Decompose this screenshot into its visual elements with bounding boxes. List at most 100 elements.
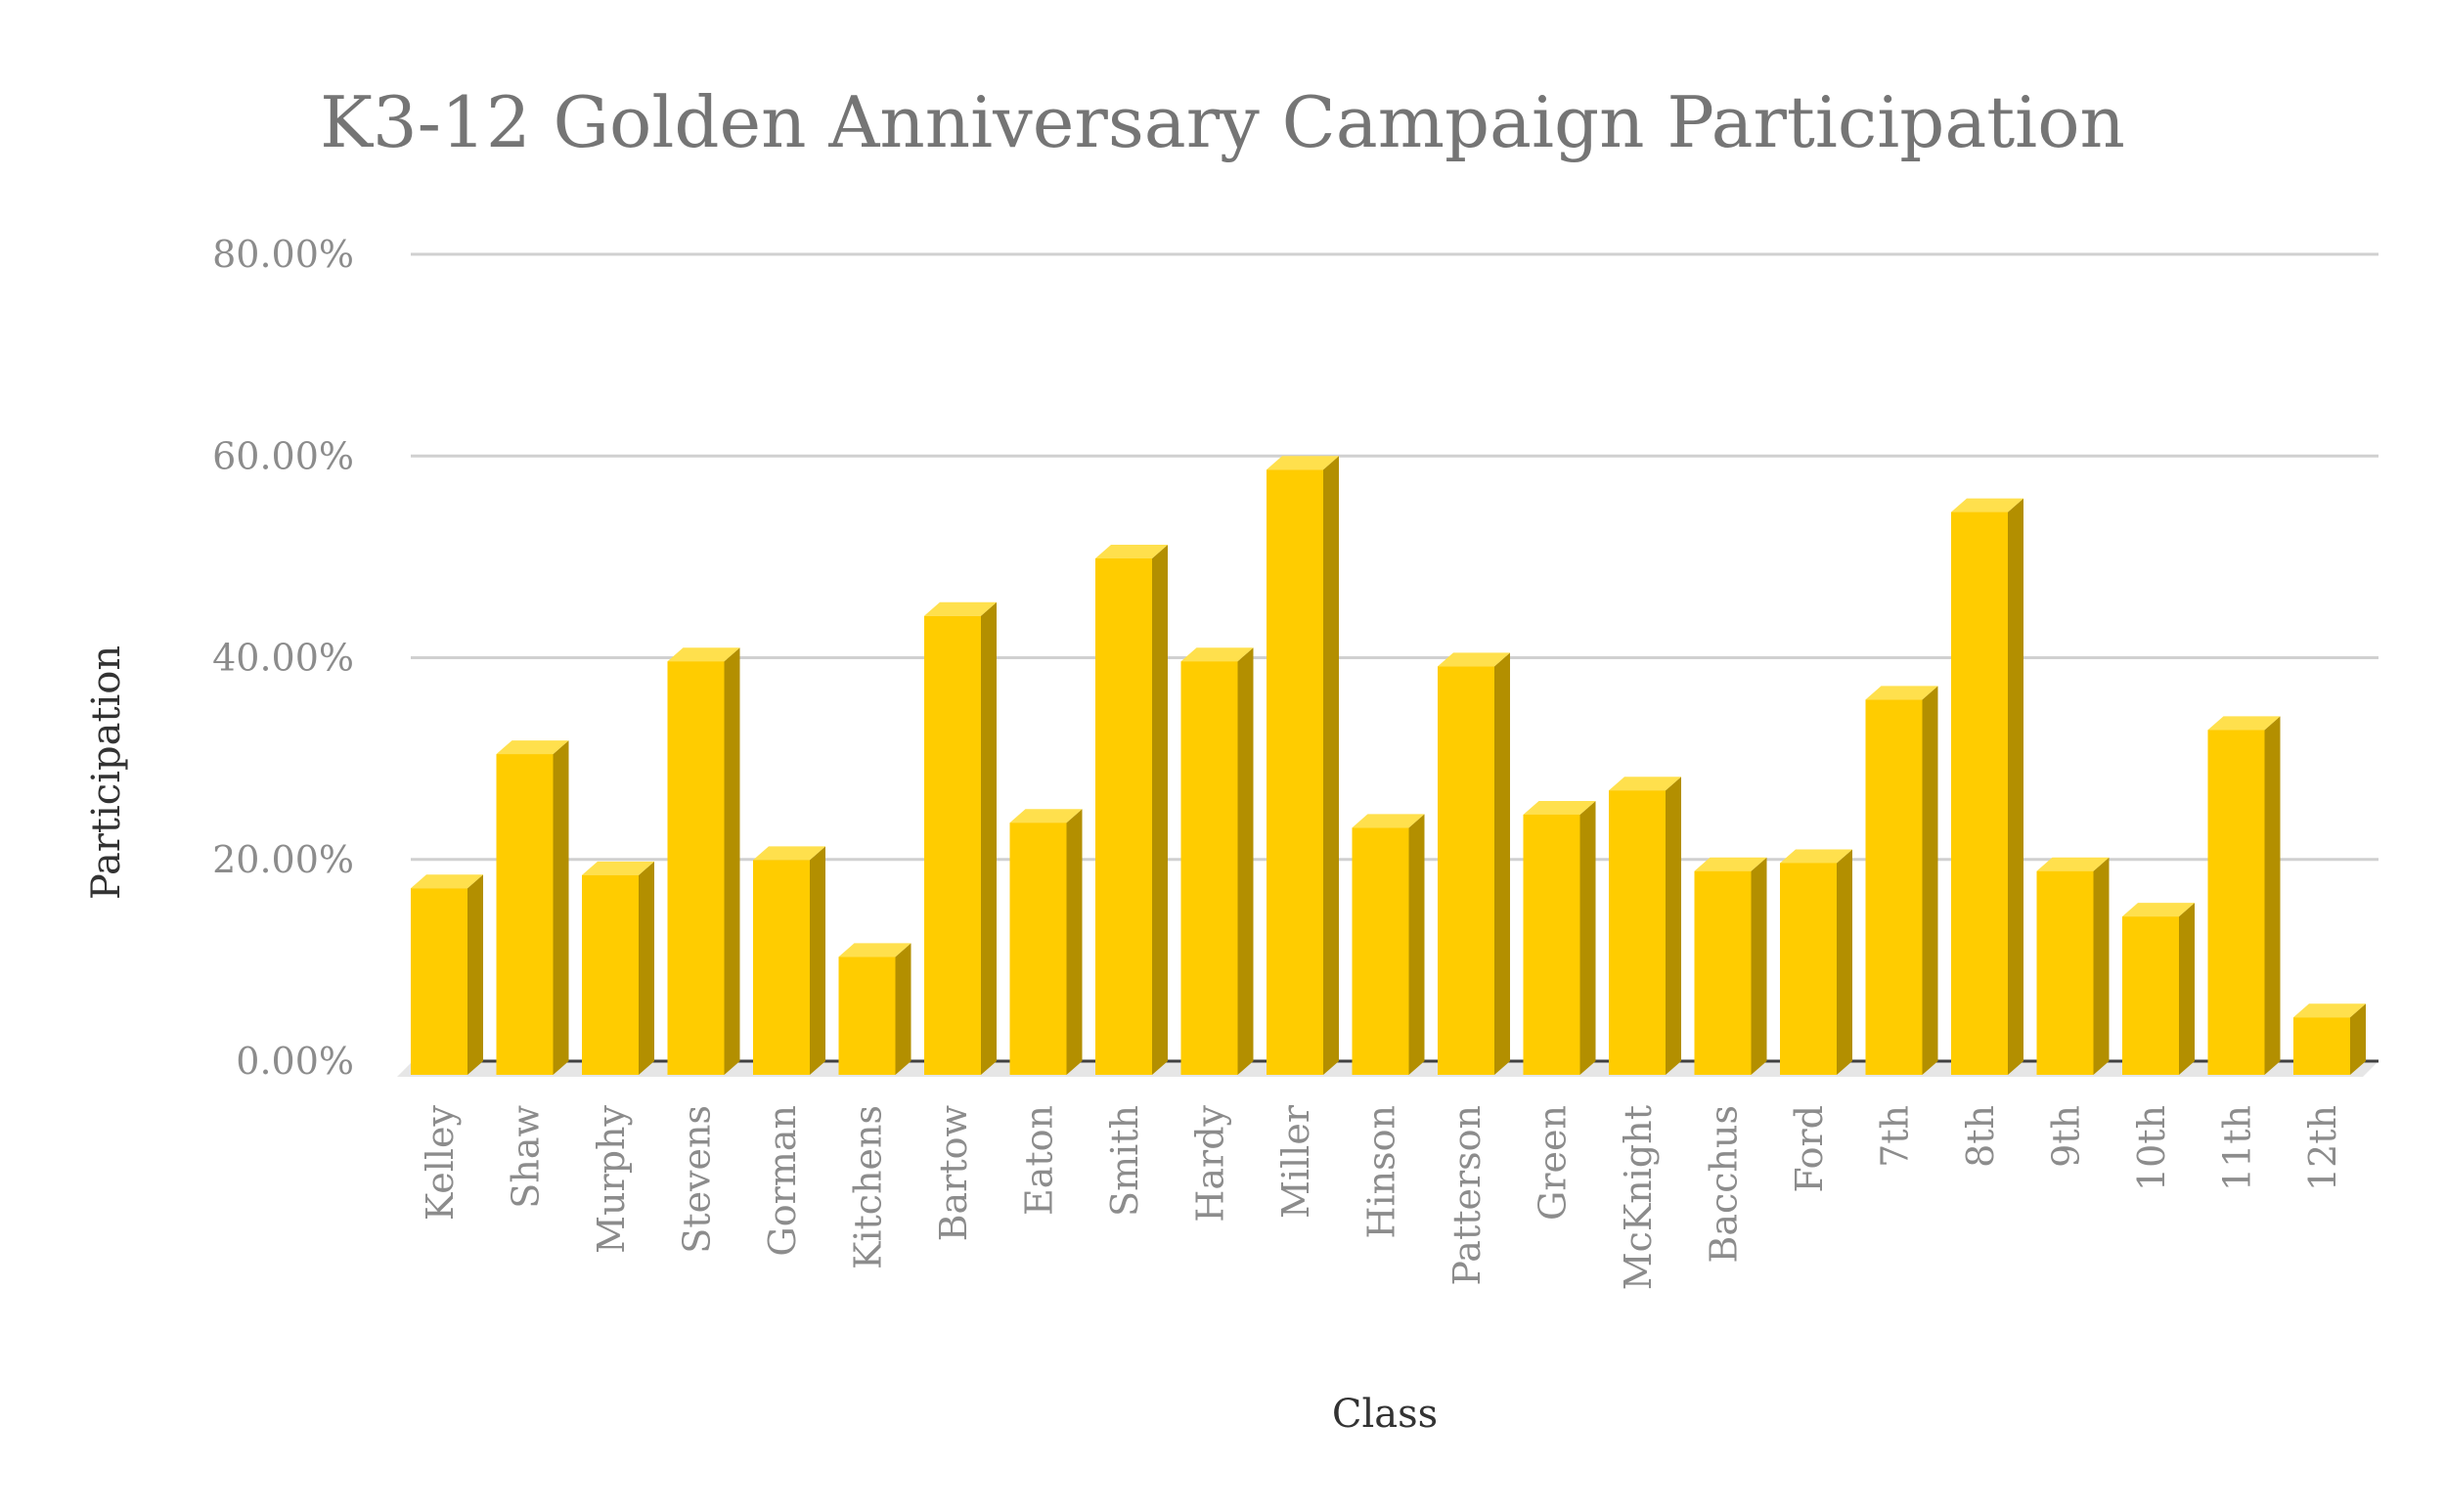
bar-side xyxy=(895,943,911,1075)
bar-side xyxy=(1922,686,1938,1075)
bar-side xyxy=(553,740,569,1075)
x-category-label: Gorman xyxy=(761,1105,804,1257)
bar-front xyxy=(1694,870,1752,1075)
bar-top xyxy=(496,740,569,755)
x-category-label: Hardy xyxy=(1189,1104,1232,1222)
bar-front xyxy=(838,956,896,1075)
x-category-label: Stevens xyxy=(676,1105,719,1254)
bar-smith xyxy=(1095,545,1168,1075)
y-tick-label: 60.00% xyxy=(212,434,354,477)
y-tick-label: 80.00% xyxy=(212,233,354,276)
bar-top xyxy=(1780,849,1852,864)
bar-front xyxy=(667,661,725,1075)
y-tick-label: 20.00% xyxy=(212,838,354,881)
bar-top xyxy=(2293,1003,2366,1018)
bar-side xyxy=(1494,652,1510,1075)
x-category-label: 9th xyxy=(2045,1105,2088,1168)
bar-side xyxy=(1408,814,1425,1075)
bar-top xyxy=(1352,814,1425,828)
x-category-label: 11th xyxy=(2216,1105,2259,1191)
bar-12th xyxy=(2293,1003,2366,1075)
bar-front xyxy=(1009,823,1067,1075)
x-category-label: Hinson xyxy=(1360,1105,1403,1239)
bar-top xyxy=(924,601,997,616)
bar-miller xyxy=(1267,456,1339,1075)
bar-front xyxy=(1095,558,1152,1075)
bar-side xyxy=(1066,809,1083,1075)
bar-front xyxy=(1352,827,1409,1075)
x-category-label: Miller xyxy=(1274,1104,1317,1219)
bar-front xyxy=(1609,790,1666,1075)
bar-front xyxy=(1180,661,1238,1075)
bar-front xyxy=(2122,916,2179,1075)
bar-kitchens xyxy=(838,943,911,1075)
bar-top xyxy=(753,846,825,861)
bar-top xyxy=(1609,777,1681,791)
bar-side xyxy=(1751,857,1767,1075)
bar-top xyxy=(1438,652,1510,667)
x-category-label: Patterson xyxy=(1445,1105,1489,1286)
x-category-label: Kelley xyxy=(419,1104,462,1221)
y-axis-ticks: 0.00% 20.00% 40.00% 60.00% 80.00% xyxy=(212,233,354,1083)
x-category-label: Kitchens xyxy=(847,1105,890,1269)
bar-front xyxy=(496,754,554,1075)
bar-side xyxy=(2350,1003,2366,1075)
bar-top xyxy=(1009,809,1083,823)
bar-front xyxy=(1951,511,2008,1075)
bar-side xyxy=(724,647,740,1075)
bar-11th xyxy=(2207,716,2281,1075)
bar-front xyxy=(1438,666,1494,1075)
bar-mcknight xyxy=(1609,777,1681,1075)
x-category-label: Bartow xyxy=(932,1105,975,1242)
bar-top xyxy=(2036,857,2110,871)
bar-side xyxy=(1323,456,1339,1075)
bar-top xyxy=(1267,456,1339,470)
x-category-label: 10th xyxy=(2130,1105,2173,1191)
bar-top xyxy=(411,874,483,889)
x-category-label: 7th xyxy=(1874,1105,1917,1168)
y-tick-label: 40.00% xyxy=(212,637,354,680)
bar-front xyxy=(753,860,810,1075)
y-axis-title: Participation xyxy=(84,645,129,900)
x-category-label: Eaton xyxy=(1018,1105,1061,1216)
x-category-label: Murphy xyxy=(590,1104,633,1253)
x-axis-categories: Kelley Shaw Murphy Stevens Gorman Kitchens Bar… xyxy=(419,1104,2344,1290)
bar-top xyxy=(2207,716,2281,731)
bar-9th xyxy=(2036,857,2110,1075)
bar-top xyxy=(1951,498,2023,512)
bar-bartow xyxy=(924,601,997,1075)
bar-front xyxy=(1865,699,1923,1075)
x-category-label: McKnight xyxy=(1617,1105,1660,1290)
bar-side xyxy=(1579,800,1596,1075)
x-category-label: Shaw xyxy=(505,1105,548,1209)
bar-top xyxy=(1180,647,1254,662)
x-category-label: Smith xyxy=(1103,1105,1146,1217)
bar-top xyxy=(838,943,911,957)
bar-hardy xyxy=(1180,647,1254,1075)
bar-shaw xyxy=(496,740,569,1075)
bars xyxy=(411,456,2366,1075)
y-tick-label: 0.00% xyxy=(236,1040,354,1083)
bar-bacchus xyxy=(1694,857,1767,1075)
bar-front xyxy=(1523,814,1580,1075)
chart-title: K3-12 Golden Anniversary Campaign Partic… xyxy=(320,81,2125,163)
bar-top xyxy=(1095,545,1168,558)
bar-top xyxy=(2122,903,2195,917)
bar-front xyxy=(411,888,467,1075)
bar-front xyxy=(1780,863,1837,1075)
bar-side xyxy=(1152,545,1168,1075)
x-category-label: Green xyxy=(1532,1105,1575,1221)
bar-top xyxy=(1523,800,1596,815)
x-axis-title: Class xyxy=(1332,1392,1438,1437)
bar-patterson xyxy=(1438,652,1510,1075)
bar-top xyxy=(582,861,654,875)
bar-side xyxy=(2008,498,2023,1075)
bar-side xyxy=(1837,849,1852,1075)
bar-green xyxy=(1523,800,1596,1075)
bar-top xyxy=(1694,857,1767,871)
x-category-label: 12th xyxy=(2301,1105,2344,1191)
bar-side xyxy=(2093,857,2110,1075)
bar-7th xyxy=(1865,686,1938,1075)
